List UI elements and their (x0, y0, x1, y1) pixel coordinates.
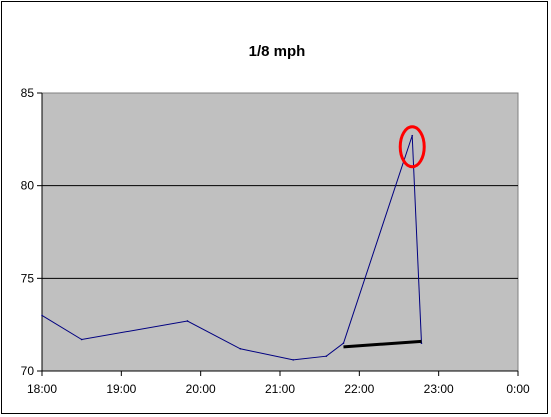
y-tick-label: 85 (21, 86, 35, 100)
x-tick-label: 19:00 (106, 382, 136, 396)
plot-layer: 70 75 80 85 18:00 19:00 20:00 21:00 22:00 23:00 0:… (21, 86, 530, 396)
annotation-circle (398, 125, 426, 169)
x-tick-label: 0:00 (506, 382, 530, 396)
x-tick-label: 22:00 (344, 382, 374, 396)
data-point (292, 359, 295, 361)
x-tick-label: 21:00 (265, 382, 295, 396)
data-point (411, 134, 414, 137)
chart-title: 1/8 mph (249, 43, 306, 60)
plot-background (41, 92, 519, 372)
y-tick-label: 75 (21, 271, 35, 285)
annotation-line (343, 339, 422, 349)
data-point (80, 338, 83, 341)
y-tick-label: 80 (21, 179, 35, 193)
x-tick-label: 20:00 (186, 382, 216, 396)
y-tick-label: 70 (21, 364, 35, 378)
data-point (186, 320, 189, 322)
data-point (342, 342, 345, 345)
data-point (239, 347, 242, 350)
data-point (41, 314, 43, 317)
x-tick-label: 23:00 (424, 382, 454, 396)
x-tick-label: 18:00 (27, 382, 57, 396)
data-point (325, 355, 328, 357)
